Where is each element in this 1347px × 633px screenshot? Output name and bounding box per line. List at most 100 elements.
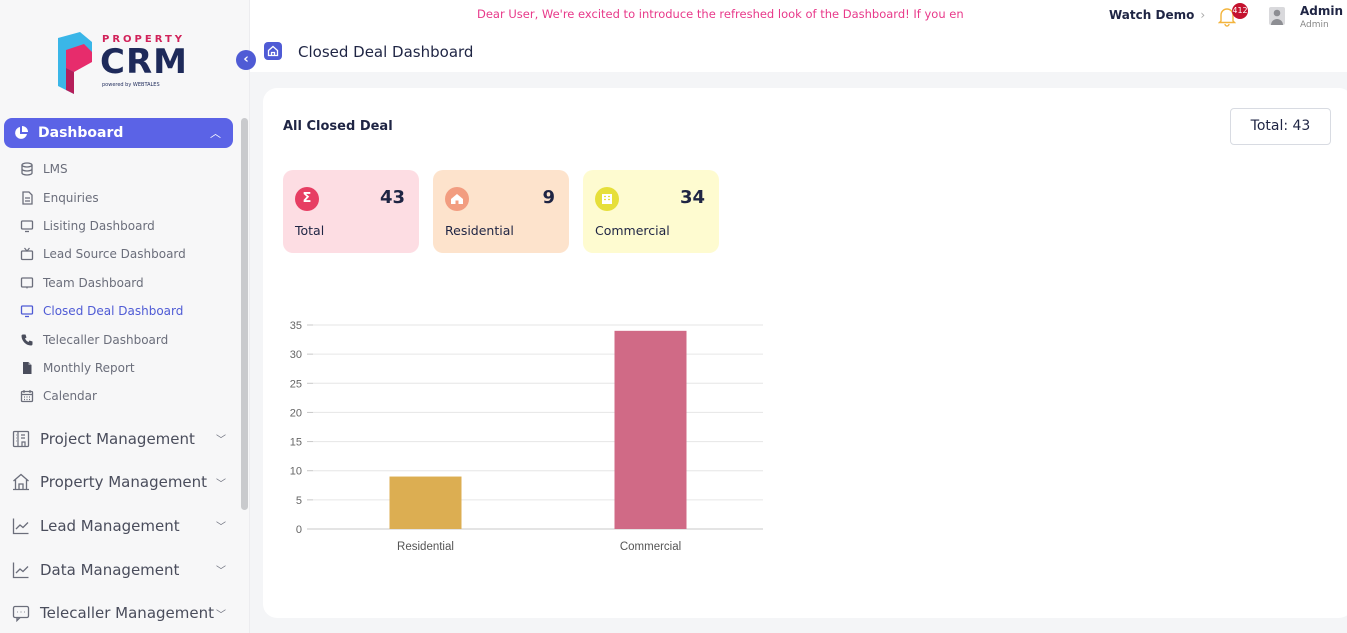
sidebar-groups: Project Management ﹀ Property Management… (0, 417, 240, 633)
sidebar-item-calendar[interactable]: Calendar (0, 382, 240, 410)
brand-logo[interactable]: PROPERTY CRM powered by WEBTALES (52, 28, 202, 100)
y-tick-label: 35 (290, 320, 302, 332)
stat-value: 43 (379, 187, 405, 208)
tv-icon (20, 247, 34, 261)
stat-label: Commercial (595, 223, 670, 238)
calendar-icon (20, 390, 34, 403)
stat-card-commercial: 34 Commercial (583, 170, 719, 253)
sidebar-item-data-management[interactable]: Data Management ﹀ (0, 548, 240, 592)
chat-icon (12, 606, 30, 623)
sidebar-item-label: Enquiries (43, 190, 99, 205)
avatar[interactable] (1269, 7, 1285, 25)
sidebar-item-label: Data Management (40, 560, 180, 579)
brand-powered-by: powered by WEBTALES (102, 82, 160, 88)
sidebar-item-listing-dashboard[interactable]: Lisiting Dashboard (0, 212, 240, 240)
house-icon (445, 187, 469, 211)
database-icon (21, 162, 33, 176)
logo-mark-icon (58, 32, 92, 94)
stat-card-total: Σ 43 Total (283, 170, 419, 253)
sidebar-item-label: Telecaller Dashboard (43, 332, 169, 347)
sidebar-item-lms[interactable]: LMS (0, 155, 240, 183)
total-badge: Total: 43 (1230, 108, 1331, 145)
chevron-down-icon: ﹀ (216, 522, 226, 534)
watch-demo-link[interactable]: Watch Demo › (1109, 8, 1205, 22)
sidebar-item-label: Property Management (40, 473, 208, 492)
sidebar-item-dashboard[interactable]: Dashboard ︿ (4, 118, 233, 148)
y-tick-label: 20 (290, 407, 302, 419)
building-icon (595, 187, 619, 211)
notification-count-badge: 412 (1232, 3, 1248, 19)
sidebar-item-lead-management[interactable]: Lead Management ﹀ (0, 504, 240, 548)
closed-deal-bar-chart: 0 5 10 15 20 25 30 35 Residential Commercial (290, 320, 763, 553)
bar-commercial (614, 330, 687, 529)
sidebar-item-project-management[interactable]: Project Management ﹀ (0, 417, 240, 461)
trend-icon (12, 562, 29, 578)
top-header: Dear User, We're excited to introduce th… (250, 0, 1347, 72)
card-title: All Closed Deal (283, 119, 393, 134)
stat-label: Total (295, 223, 325, 238)
user-avatar-icon (1271, 9, 1283, 25)
monitor-icon (20, 305, 34, 318)
sidebar-item-label: Lead Source Dashboard (43, 247, 186, 262)
x-tick-label: Commercial (620, 541, 681, 553)
y-tick-label: 10 (290, 466, 302, 478)
screen-icon (20, 277, 34, 289)
sidebar-item-label: LMS (43, 162, 68, 177)
chevron-down-icon: ﹀ (216, 435, 226, 447)
user-name-text: Admin (1300, 4, 1344, 18)
closed-deal-card: All Closed Deal Total: 43 Σ 43 Total 9 R… (263, 88, 1347, 618)
bar-residential (389, 476, 462, 529)
home-button[interactable] (264, 42, 282, 60)
sidebar-item-telecaller-management[interactable]: Telecaller Management ﹀ (0, 591, 240, 633)
sidebar: PROPERTY CRM powered by WEBTALES Dashboa… (0, 0, 250, 633)
sidebar-item-label: Project Management (40, 429, 195, 448)
y-tick-label: 0 (296, 524, 302, 536)
dashboard-submenu: LMS Enquiries Lisiting Dashboard Lead So… (0, 155, 240, 411)
stat-card-residential: 9 Residential (433, 170, 569, 253)
sidebar-item-label: Monthly Report (43, 360, 135, 375)
document-icon (22, 190, 33, 205)
notifications-button[interactable]: 412 (1218, 3, 1248, 27)
stat-value: 9 (542, 187, 555, 208)
chevron-down-icon: ﹀ (216, 566, 226, 578)
y-tick-label: 30 (290, 349, 302, 361)
brand-top-text: PROPERTY (102, 34, 186, 45)
user-role: Admin (1300, 20, 1329, 30)
sigma-icon: Σ (295, 187, 319, 211)
sidebar-item-team-dashboard[interactable]: Team Dashboard (0, 269, 240, 297)
trend-icon (12, 518, 29, 535)
pie-chart-icon (15, 126, 28, 139)
sidebar-item-label: Closed Deal Dashboard (43, 304, 184, 319)
sidebar-item-label: Dashboard (38, 125, 124, 141)
x-tick-label: Residential (397, 541, 454, 553)
announcement-ticker: Dear User, We're excited to introduce th… (477, 7, 964, 21)
sidebar-item-label: Lead Management (40, 516, 180, 535)
sidebar-item-enquiries[interactable]: Enquiries (0, 183, 240, 211)
stat-label: Residential (445, 223, 514, 238)
sidebar-item-monthly-report[interactable]: Monthly Report (0, 354, 240, 382)
stat-value: 34 (679, 187, 705, 208)
sidebar-item-telecaller-dashboard[interactable]: Telecaller Dashboard (0, 325, 240, 353)
monitor-icon (20, 220, 34, 233)
y-tick-label: 5 (296, 495, 302, 507)
building-icon (12, 430, 30, 447)
sidebar-item-label: Telecaller Management (40, 604, 214, 623)
y-tick-label: 25 (290, 378, 302, 390)
chevron-right-icon: › (1200, 8, 1206, 22)
brand-name: CRM (100, 42, 188, 82)
sidebar-item-closed-deal-dashboard[interactable]: Closed Deal Dashboard (0, 297, 240, 325)
sidebar-collapse-button[interactable]: ‹ (236, 50, 256, 70)
home-icon (267, 45, 279, 57)
bell-icon (1218, 8, 1236, 27)
y-tick-label: 15 (290, 437, 302, 449)
user-name[interactable]: Admin ▾ (1300, 4, 1347, 18)
sidebar-item-lead-source-dashboard[interactable]: Lead Source Dashboard (0, 240, 240, 268)
sidebar-item-label: Team Dashboard (43, 275, 144, 290)
sidebar-scrollbar[interactable] (241, 118, 248, 510)
sidebar-item-property-management[interactable]: Property Management ﹀ (0, 461, 240, 505)
chevron-up-icon[interactable]: ︿ (210, 127, 221, 140)
watch-demo-label: Watch Demo (1109, 8, 1195, 22)
chevron-down-icon: ﹀ (216, 478, 226, 490)
phone-icon (21, 334, 33, 346)
chevron-down-icon: ﹀ (216, 609, 226, 621)
